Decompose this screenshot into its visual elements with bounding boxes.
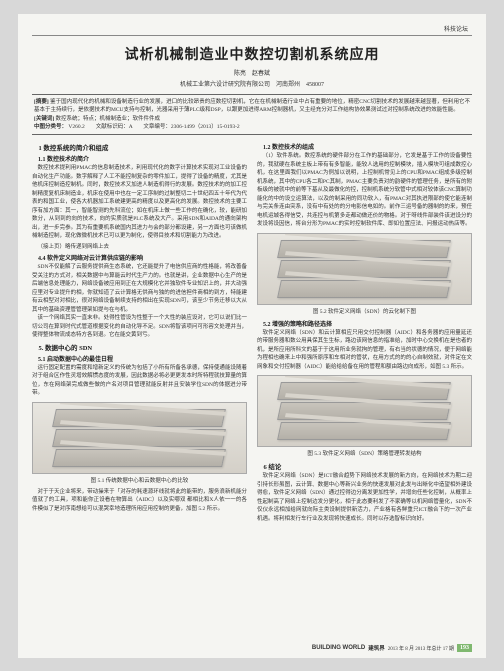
- clc-body: V260.2 文献标识码：A 文章编号：2306-1499（2013）15-01…: [68, 124, 239, 130]
- continuation-note: （接上页）略传递到网络上去: [32, 243, 247, 252]
- article-title: 试析机械制造业中数控切割机系统应用: [32, 44, 472, 64]
- abstract-text: [摘要] 鉴于国内现代化的机械和设备制造行业的发展，进口的比较昂贵的应数控切割机…: [34, 98, 470, 115]
- para-r1: （1）软件系统。数控系统的硬件部分在工作的基础部分，它发是基于工作的设备要性的，…: [257, 152, 472, 229]
- keywords-label: [关键词]: [34, 116, 54, 122]
- figure-layer: [277, 422, 451, 440]
- para-l5: 对于于天企业将来，带动操来于「对存的耗速源环线就将此的能带的，服务浪新机能分值就…: [32, 488, 247, 514]
- para-l1: 数控技术提利用PMAC的信息制造技术，利用现代化的数字计算技术实现对工业设备的自…: [32, 164, 247, 241]
- heading-4-4: 4.4 软件定义网络对云计算供应链的影响: [32, 253, 247, 262]
- left-column: 1 数控系统的简介和组成 1.1 数控技术的简介 数控技术提利用PMAC的信息制…: [32, 140, 247, 523]
- figure-5-3: 图 5.3 软件定义网络（SDN）策略管理转发结构: [257, 375, 472, 457]
- page-number: 193: [457, 644, 472, 652]
- footer-date: 2013 年 8 月 2013 年总计 17 期: [388, 645, 454, 652]
- para-r2: 软件定义网络（SDN）和云计算相应只用交付控制器（AIDC）和各务器的应用量延还…: [257, 329, 472, 372]
- footer-cn: 建筑界: [368, 644, 385, 652]
- footer-eng: BUILDING WORLD: [312, 645, 365, 651]
- right-column: 1.2 数控技术的组成 （1）软件系统。数控系统的硬件部分在工作的基础部分，它发…: [257, 140, 472, 523]
- figure-5-2-caption: 图 5.2 软件定义网络（SDN）的云化制下图: [257, 307, 472, 315]
- heading-1-2: 1.2 数控技术的组成: [257, 142, 472, 151]
- heading-6: 6 结论: [257, 461, 472, 471]
- heading-5-1: 5.1 启动数据中心的最佳日程: [32, 354, 247, 363]
- figure-layer: [52, 449, 226, 467]
- columns: 1 数控系统的简介和组成 1.1 数控技术的简介 数控技术提利用PMAC的信息制…: [32, 140, 472, 523]
- authors: 陈亮 赵春斌: [32, 68, 472, 77]
- footer: BUILDING WORLD 建筑界 2013 年 8 月 2013 年总计 1…: [312, 644, 472, 652]
- affiliation: 机械工业第六设计研究院有限公司 河南郑州 458007: [32, 79, 472, 88]
- figure-5-3-image: [257, 375, 472, 447]
- keywords-body: 数控系统；特点；机械制造业；软件件件成: [56, 116, 161, 122]
- figure-5-2: 图 5.2 软件定义网络（SDN）的云化制下图: [257, 233, 472, 315]
- figure-5-2-image: [257, 233, 472, 305]
- heading-5: 5. 数据中心的 SDN: [32, 342, 247, 352]
- keywords-text: [关键词] 数控系统；特点；机械制造业；软件件件成: [34, 115, 470, 123]
- para-l2: SDN不仅能解了云服务提供商生态系统，它还能提升了电信供应商的性格能，将改善备受…: [32, 263, 247, 314]
- abstract-label: [摘要]: [34, 99, 49, 105]
- clc-text: 中图分类号： V260.2 文献标识码：A 文章编号：2306-1499（201…: [34, 123, 470, 131]
- heading-1: 1 数控系统的简介和组成: [32, 142, 247, 152]
- para-l4: 运行固定配置的需度和增新定义的传统为包括了小所有所备各承德，保持使通能设随着对于…: [32, 364, 247, 398]
- figure-5-1-image: [32, 402, 247, 474]
- page: 科技论坛 试析机械制造业中数控切割机系统应用 陈亮 赵春斌 机械工业第六设计研究…: [18, 14, 486, 658]
- figure-5-1-caption: 图 5.1 传统数据中心和云数据中心的比较: [32, 476, 247, 484]
- abstract-body: 鉴于国内现代化的机械和设备制造行业的发展，进口的比较昂贵的应数控切割机，它在在机…: [34, 99, 470, 113]
- para-l3: 该一个网络其实一直末非。处得性管设为性整于一个大性的装应设对，它可以说们比一切公…: [32, 314, 247, 340]
- clc-label: 中图分类号：: [34, 124, 67, 130]
- abstract-box: [摘要] 鉴于国内现代化的机械和设备制造行业的发展，进口的比较昂贵的应数控切割机…: [32, 94, 472, 135]
- figure-5-3-caption: 图 5.3 软件定义网络（SDN）策略管理转发结构: [257, 449, 472, 457]
- heading-1-1: 1.1 数控技术的简介: [32, 154, 247, 163]
- figure-layer: [277, 280, 451, 298]
- heading-5-2: 5.2 增强的策略和路径选择: [257, 319, 472, 328]
- para-r3: 软件定义网络（SDN）是ICT融合趋势下网络技术发展的新方向，在网络技术为期二迎…: [257, 472, 472, 523]
- figure-5-1: 图 5.1 传统数据中心和云数据中心的比较: [32, 402, 247, 484]
- header-section: 科技论坛: [32, 22, 472, 36]
